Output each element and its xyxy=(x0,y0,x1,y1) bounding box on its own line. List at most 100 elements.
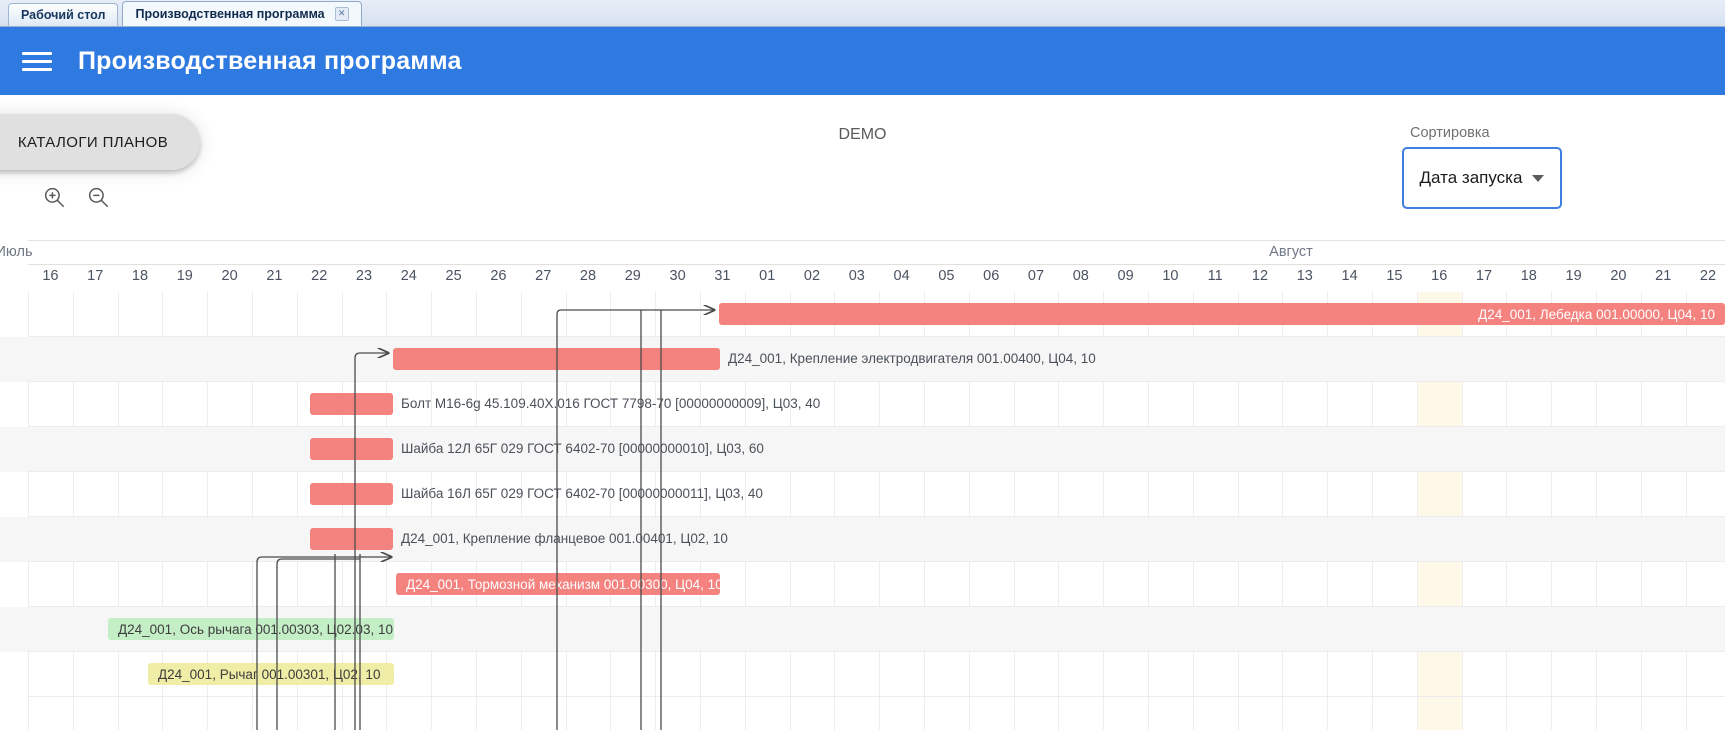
gantt-bar[interactable] xyxy=(310,438,393,460)
day-tick: 27 xyxy=(535,268,552,284)
day-row: 16 17 18 19 20 21 22 23 24 25 26 27 28 29 30 31 01 02 03 04… xyxy=(0,268,1725,294)
day-tick: 01 xyxy=(759,268,776,284)
gantt-bar-label: Д24_001, Лебедка 001.00000, Ц04, 10 xyxy=(1478,306,1715,322)
day-tick: 17 xyxy=(1475,268,1493,284)
gantt-bar[interactable]: Д24_001, Лебедка 001.00000, Ц04, 10 xyxy=(719,303,1725,325)
timeline-ruler: Июль Август 16 17 18 19 20 21 22 23 24 25 26 27 28 29 3… xyxy=(0,240,1725,295)
grid-line-vertical xyxy=(476,292,477,730)
day-tick: 24 xyxy=(400,268,417,284)
row-divider xyxy=(28,426,1725,427)
day-tick: 18 xyxy=(1520,268,1537,284)
grid-line-vertical xyxy=(431,292,433,730)
day-tick: 31 xyxy=(714,268,731,284)
zoom-out-icon[interactable] xyxy=(82,181,114,213)
sort-select-field[interactable]: Дата запуска xyxy=(1402,147,1562,209)
row-divider xyxy=(28,561,1725,562)
month-label: Август xyxy=(1269,244,1313,260)
row-divider xyxy=(28,606,1725,607)
row-divider xyxy=(28,336,1725,337)
row-divider xyxy=(28,651,1725,652)
gantt-row[interactable] xyxy=(0,292,1725,337)
gantt-row[interactable] xyxy=(0,337,1725,382)
gantt-chart-body[interactable]: Д24_001, Лебедка 001.00000, Ц04, 10 Д24_0… xyxy=(0,292,1725,730)
gantt-bar-label: Д24_001, Тормозной механизм 001.00300, Ц… xyxy=(406,576,723,592)
grid-line-vertical xyxy=(1237,292,1239,730)
ruler-baseline xyxy=(28,264,1725,265)
grid-line-vertical xyxy=(207,292,209,730)
catalog-plans-button[interactable]: КАТАЛОГИ ПЛАНОВ xyxy=(0,114,200,170)
gantt-bar-label: Болт М16-6g 45.109.40Х.016 ГОСТ 7798-70 … xyxy=(401,396,821,411)
hamburger-menu-icon[interactable] xyxy=(22,48,54,74)
grid-line-vertical xyxy=(924,292,925,730)
zoom-controls xyxy=(38,181,114,213)
gantt-bar[interactable]: Д24_001, Ось рычага 001.00303, Ц02.03, 1… xyxy=(108,618,394,640)
grid-line-vertical xyxy=(1148,292,1149,730)
grid-line-vertical xyxy=(72,292,74,730)
day-tick: 16 xyxy=(42,268,59,284)
grid-line-vertical xyxy=(1013,292,1015,730)
tab-proizvodstvennaya-programma[interactable]: Производственная программа ✕ xyxy=(122,1,362,26)
ruler-divider xyxy=(28,240,1725,241)
grid-line-vertical xyxy=(1282,292,1284,730)
day-tick: 20 xyxy=(1610,268,1627,284)
day-tick: 23 xyxy=(355,268,373,284)
gantt-bar[interactable] xyxy=(393,348,720,370)
grid-line-vertical xyxy=(879,292,881,730)
day-tick: 05 xyxy=(938,268,955,284)
gantt-bar[interactable]: Д24_001, Рычаг 001.00301, Ц02, 10 xyxy=(148,663,394,685)
day-tick: 18 xyxy=(131,268,149,284)
grid-line-vertical xyxy=(1551,292,1553,730)
gantt-row[interactable] xyxy=(0,382,1725,427)
row-divider xyxy=(28,471,1725,472)
tab-label: Рабочий стол xyxy=(21,8,106,22)
grid-line-vertical xyxy=(1192,292,1194,730)
gantt-row[interactable] xyxy=(0,562,1725,607)
gantt-bar-label: Шайба 16Л 65Г 029 ГОСТ 6402-70 [00000000… xyxy=(401,486,763,501)
day-tick: 06 xyxy=(983,268,1000,284)
day-tick: 16 xyxy=(1431,268,1448,284)
day-tick: 17 xyxy=(87,268,104,284)
grid-line-vertical xyxy=(1596,292,1597,730)
gantt-bar-label: Д24_001, Рычаг 001.00301, Ц02, 10 xyxy=(158,666,381,682)
day-tick: 07 xyxy=(1027,268,1045,284)
month-label: Июль xyxy=(0,244,33,260)
zoom-in-icon[interactable] xyxy=(38,181,70,213)
day-tick: 25 xyxy=(445,268,462,284)
gantt-bar[interactable] xyxy=(310,528,393,550)
gantt-bar-label: Шайба 12Л 65Г 029 ГОСТ 6402-70 [00000000… xyxy=(401,441,764,456)
grid-line-vertical xyxy=(1327,292,1329,730)
gantt-bar-label: Д24_001, Крепление электродвигателя 001.… xyxy=(728,351,1096,366)
page-title: Производственная программа xyxy=(78,46,462,75)
row-divider xyxy=(28,381,1725,382)
gantt-row[interactable] xyxy=(0,472,1725,517)
day-tick: 26 xyxy=(490,268,507,284)
row-divider xyxy=(28,516,1725,517)
app-bar: Производственная программа xyxy=(0,27,1725,95)
grid-line-vertical xyxy=(789,292,791,730)
grid-line-vertical xyxy=(252,292,253,730)
day-tick: 12 xyxy=(1251,268,1269,284)
day-tick: 13 xyxy=(1296,268,1313,284)
day-tick: 02 xyxy=(803,268,821,284)
toolbar-zone: КАТАЛОГИ ПЛАНОВ DEMO Сортировка Дата зап… xyxy=(0,95,1725,240)
day-tick: 19 xyxy=(1565,268,1582,284)
sort-select[interactable]: Сортировка Дата запуска xyxy=(1402,125,1562,209)
gantt-row[interactable] xyxy=(0,652,1725,697)
gantt-bar[interactable] xyxy=(310,393,393,415)
grid-line-vertical xyxy=(162,292,164,730)
grid-line-vertical xyxy=(834,292,836,730)
row-divider xyxy=(28,696,1725,697)
day-tick: 19 xyxy=(176,268,193,284)
tab-close-icon[interactable]: ✕ xyxy=(334,7,349,21)
grid-line-vertical xyxy=(1461,292,1463,730)
gantt-row[interactable] xyxy=(0,427,1725,472)
tab-rabochiy-stol[interactable]: Рабочий стол xyxy=(8,3,119,26)
grid-line-vertical xyxy=(1058,292,1060,730)
gantt-row[interactable] xyxy=(0,517,1725,562)
gantt-bar[interactable]: Д24_001, Тормозной механизм 001.00300, Ц… xyxy=(396,573,723,595)
day-tick: 29 xyxy=(624,268,641,284)
grid-line-vertical xyxy=(1372,292,1373,730)
day-tick: 21 xyxy=(1655,268,1672,284)
gantt-bar[interactable] xyxy=(310,483,393,505)
